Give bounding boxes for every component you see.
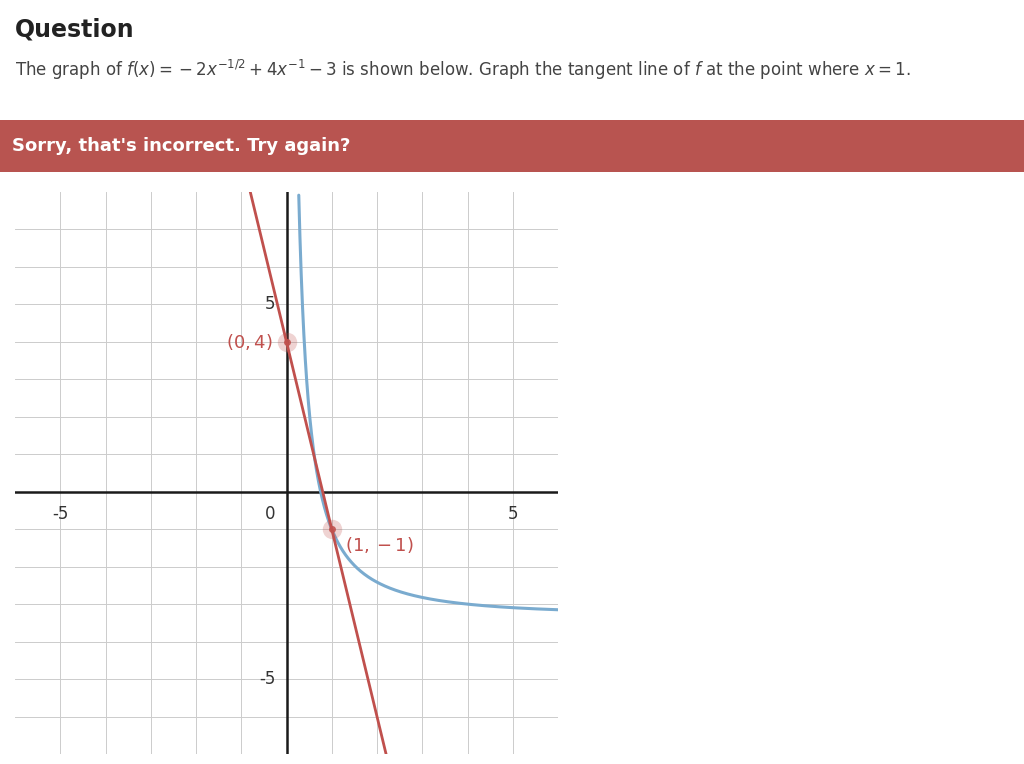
Text: 5: 5	[264, 296, 275, 313]
Text: -5: -5	[52, 505, 69, 523]
Text: $(0, 4)$: $(0, 4)$	[226, 332, 273, 352]
Text: The graph of $f(x) = -2x^{-1/2} + 4x^{-1} - 3$ is shown below. Graph the tangent: The graph of $f(x) = -2x^{-1/2} + 4x^{-1…	[15, 58, 911, 82]
Text: Sorry, that's incorrect. Try again?: Sorry, that's incorrect. Try again?	[12, 137, 350, 155]
Text: -5: -5	[259, 670, 275, 688]
Text: 0: 0	[264, 505, 275, 523]
Text: $(1, -1)$: $(1, -1)$	[345, 535, 414, 555]
Text: Question: Question	[15, 18, 135, 42]
Text: 5: 5	[508, 505, 518, 523]
